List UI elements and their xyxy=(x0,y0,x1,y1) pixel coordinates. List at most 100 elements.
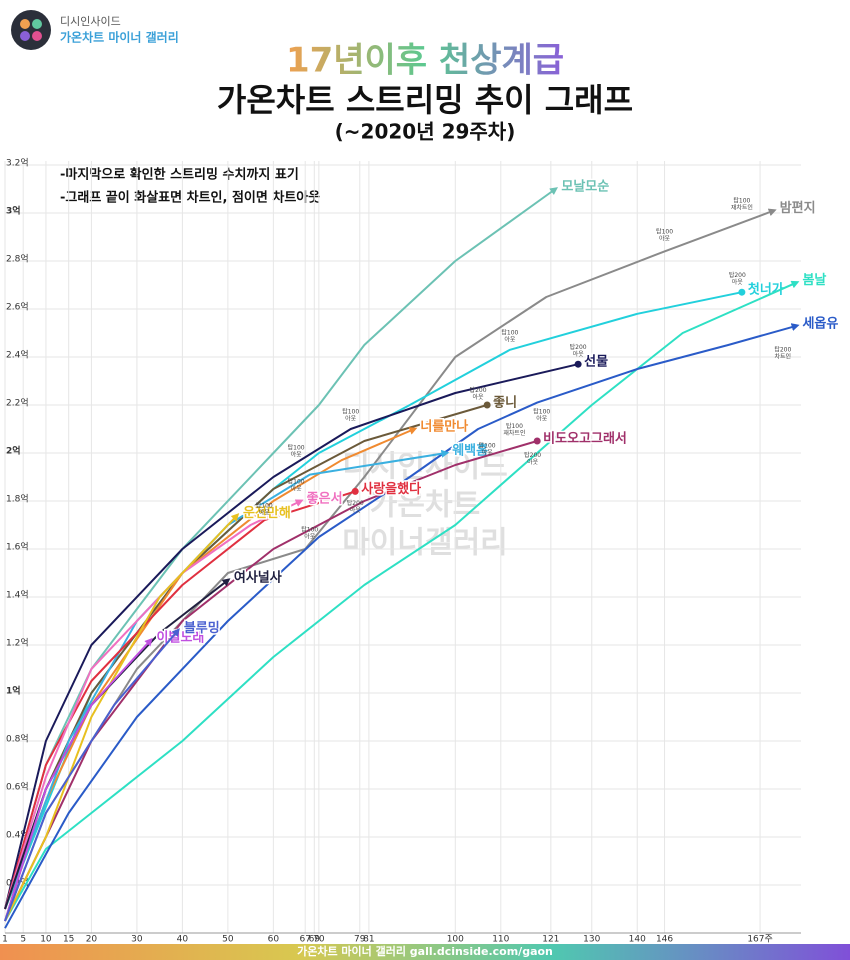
series-line xyxy=(4,187,558,910)
x-tick-label: 5 xyxy=(20,935,26,945)
annotation: 아웃 xyxy=(259,508,271,516)
series-line xyxy=(4,363,579,910)
x-tick-label: 167주 xyxy=(747,934,772,945)
series-label: 밤편지 xyxy=(780,200,816,216)
annotation: 아웃 xyxy=(527,458,539,466)
x-tick-label: 81 xyxy=(363,935,374,945)
series-line xyxy=(4,323,800,929)
x-tick-label: 30 xyxy=(131,935,143,945)
note: -마지막으로 확인한 스트리밍 수치까지 표기 xyxy=(60,167,299,183)
series-line xyxy=(4,280,800,922)
x-tick-label: 121 xyxy=(542,935,559,945)
x-tick-label: 146 xyxy=(656,935,673,945)
annotation: 아웃 xyxy=(350,506,362,514)
annotation: 재차트인 xyxy=(503,429,525,437)
annotation: 탑100 xyxy=(656,228,673,236)
annotation: 아웃 xyxy=(291,451,303,459)
y-tick-label: 1억 xyxy=(6,685,21,697)
chart-subtitle: 가온차트 스트리밍 추이 그래프 xyxy=(217,81,633,119)
y-tick-label: 2.4억 xyxy=(6,349,29,361)
period: (~2020년 29주차) xyxy=(335,120,516,144)
y-tick-label: 0.6억 xyxy=(6,781,29,793)
annotation: 탑100 xyxy=(288,444,305,452)
x-tick-label: 15 xyxy=(63,935,74,945)
annotation: 아웃 xyxy=(732,278,744,286)
annotation: 탑100 xyxy=(501,329,518,337)
y-tick-label: 2.2억 xyxy=(6,397,29,409)
annotation: 아웃 xyxy=(291,484,303,492)
series-label: 첫너가 xyxy=(748,282,784,298)
y-tick-label: 1.2억 xyxy=(6,637,29,649)
y-tick-label: 2.8억 xyxy=(6,253,29,265)
y-tick-label: 1.8억 xyxy=(6,493,29,505)
annotation: 아웃 xyxy=(345,415,357,423)
footer: 가온차트 마이너 갤러리 gall.dcinside.com/gaon xyxy=(297,944,553,958)
y-tick-label: 1.4억 xyxy=(6,589,29,601)
annotation: 탑200 xyxy=(524,451,541,459)
annotation: 탑200 xyxy=(347,499,364,507)
y-tick-label: 2억 xyxy=(6,445,21,457)
x-tick-label: 1 xyxy=(2,935,8,945)
x-tick-label: 10 xyxy=(40,935,52,945)
x-tick-label: 70 xyxy=(313,935,325,945)
chart-title: 17년이후 천상계급 xyxy=(286,41,564,81)
series-label: 봄날 xyxy=(802,273,826,288)
x-tick-label: 60 xyxy=(268,935,280,945)
y-tick-label: 3.2억 xyxy=(6,157,29,169)
annotation: 아웃 xyxy=(659,235,671,243)
annotation: 아웃 xyxy=(304,532,316,540)
annotation: 아웃 xyxy=(536,415,548,423)
y-tick-label: 0.8억 xyxy=(6,733,29,745)
series-line xyxy=(4,499,304,910)
series-line xyxy=(4,291,743,910)
annotation: 아웃 xyxy=(473,393,485,401)
series-label: 좋은서 xyxy=(307,492,343,507)
x-tick-label: 79 xyxy=(354,935,366,945)
annotation: 탑200 xyxy=(570,343,587,351)
x-tick-label: 130 xyxy=(583,935,600,945)
series-label: 여사널사 xyxy=(234,570,282,586)
annotation: 탑200 xyxy=(729,271,746,279)
note: -그래프 끝이 화살표면 차트인, 점이면 차트아웃 xyxy=(60,190,320,206)
site-name: 디시인사이드 xyxy=(60,15,121,28)
series-label: 선물 xyxy=(584,354,608,370)
end-dot xyxy=(533,437,541,445)
annotation: 아웃 xyxy=(573,350,585,358)
annotation: 탑100 xyxy=(301,525,318,533)
x-tick-label: 140 xyxy=(629,935,646,945)
annotation: 탑100 xyxy=(506,422,523,430)
annotation: 탑200 xyxy=(470,386,487,394)
end-dot xyxy=(483,401,491,409)
annotation: 탑100 xyxy=(288,477,305,485)
annotation: 아웃 xyxy=(482,448,494,456)
series-line xyxy=(4,637,153,922)
end-dot xyxy=(351,487,359,495)
series-label: 사랑을했다 xyxy=(361,481,421,497)
annotation: 탑100 xyxy=(733,197,750,205)
annotation: 아웃 xyxy=(504,336,516,344)
series-label: 좋니 xyxy=(493,396,517,411)
annotation: 탑200 xyxy=(774,345,791,353)
series-label: 모날모순 xyxy=(561,180,609,195)
x-tick-label: 50 xyxy=(222,935,234,945)
x-tick-label: 110 xyxy=(492,935,509,945)
y-tick-label: 3억 xyxy=(6,205,21,217)
annotation: 차트인 xyxy=(775,352,792,360)
end-dot xyxy=(574,360,582,368)
annotation: 재차트인 xyxy=(731,204,753,212)
series-label: 세옵유 xyxy=(802,315,838,331)
series-label: 웨백홈 xyxy=(452,443,488,459)
series-label: 비도오고그래서 xyxy=(543,432,627,447)
logo xyxy=(11,10,51,50)
y-tick-label: 1.6억 xyxy=(6,541,29,553)
series-label: 너를만나 xyxy=(420,419,468,435)
end-dot xyxy=(738,288,746,296)
series-label: 블루밍 xyxy=(184,620,220,636)
x-tick-label: 100 xyxy=(447,935,464,945)
y-tick-label: 2.6억 xyxy=(6,301,29,313)
annotation: 탑100 xyxy=(256,501,273,509)
series-line xyxy=(4,490,356,910)
series-label: 운전만해 xyxy=(243,505,291,521)
